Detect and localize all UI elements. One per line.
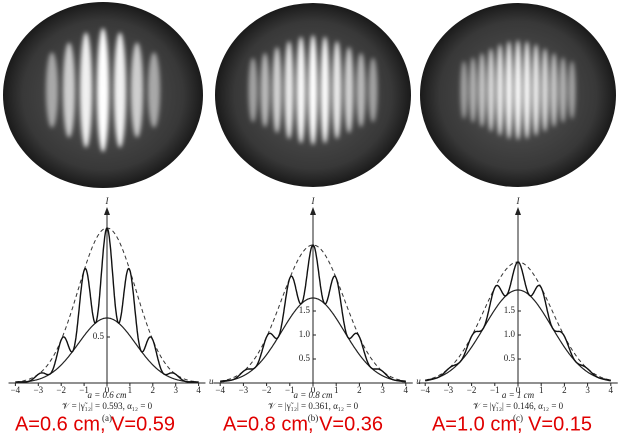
fringe — [487, 48, 495, 132]
x-tick-label: 3 — [585, 385, 590, 395]
upper-envelope — [220, 244, 406, 382]
parameter: a = 0.8 cm — [293, 390, 333, 400]
x-tick-label: −2 — [56, 385, 66, 395]
fringe — [320, 36, 330, 144]
parameter: a = 0.6 cm — [87, 390, 127, 400]
fringe — [296, 36, 306, 144]
fringe — [97, 28, 109, 152]
x-tick-label: −3 — [239, 385, 249, 395]
y-tick-label: 0.5 — [504, 353, 516, 363]
x-tick-label: 1 — [539, 385, 544, 395]
x-tick-label: −3 — [444, 385, 454, 395]
fringe — [46, 52, 58, 128]
lower-envelope — [425, 289, 611, 382]
x-tick-label: 3 — [380, 385, 385, 395]
caption: A=0.6 cm, V=0.59 — [15, 413, 175, 435]
fringe — [308, 35, 318, 145]
formula: 𝒱 = |γ̃₁₂| = 0.146, α₁₂ = 0 — [473, 401, 564, 411]
fringe — [550, 52, 558, 128]
fringe — [460, 60, 468, 120]
caption: A=0.8 cm, V=0.36 — [223, 413, 383, 435]
x-tick-label: 4 — [609, 385, 614, 395]
fringe — [368, 57, 378, 123]
x-tick-label: 0 — [311, 385, 316, 395]
fringe — [496, 44, 504, 136]
fringe — [148, 52, 160, 128]
x-tick-label: 2 — [562, 385, 567, 395]
y-tick-label: 0.5 — [299, 353, 311, 363]
fringes — [248, 35, 378, 145]
x-tick-label: −2 — [262, 385, 272, 395]
y-axis-label: I — [105, 196, 110, 206]
fringe — [284, 41, 294, 139]
fringe-curve — [15, 227, 199, 383]
fringe — [356, 52, 366, 128]
fringe — [80, 32, 92, 148]
fringe — [505, 41, 513, 139]
x-tick-label: 2 — [357, 385, 362, 395]
formula: 𝒱 = |γ̃₁₂| = 0.361, α₁₂ = 0 — [268, 401, 359, 411]
fringe — [63, 42, 75, 138]
x-tick-label: −4 — [215, 385, 225, 395]
fringe — [559, 57, 567, 123]
x-tick-label: 4 — [196, 385, 201, 395]
fringe — [114, 32, 126, 148]
fringe — [568, 60, 576, 120]
x-axis-label: u — [209, 376, 214, 386]
x-axis-label: u — [416, 376, 421, 386]
x-tick-label: −2 — [467, 385, 477, 395]
x-tick-label: 0 — [516, 385, 521, 395]
x-tick-label: −1 — [285, 385, 295, 395]
x-tick-label: 1 — [128, 385, 133, 395]
fringe — [332, 41, 342, 139]
lower-envelope — [15, 317, 199, 384]
panel-tag: (b) — [308, 413, 319, 423]
axis-arrow — [104, 207, 110, 215]
x-tick-label: 2 — [151, 385, 156, 395]
fringe — [131, 42, 143, 138]
y-axis-label: I — [516, 196, 521, 206]
panel-tag: (a) — [102, 413, 112, 423]
fringes — [46, 28, 160, 152]
fringe — [523, 41, 531, 139]
fringe — [541, 48, 549, 132]
formula: 𝒱 = |γ̃₁₂| = 0.593, α₁₂ = 0 — [62, 401, 153, 411]
fringe — [478, 52, 486, 128]
x-tick-label: 0 — [105, 385, 110, 395]
y-tick-label: 1.0 — [504, 329, 516, 339]
x-tick-label: −4 — [420, 385, 430, 395]
fringe — [469, 57, 477, 123]
lower-envelope — [220, 297, 406, 383]
fringe-curve — [220, 244, 406, 382]
y-axis-label: I — [311, 196, 316, 206]
panel-tag: (c) — [513, 413, 523, 423]
x-tick-label: −3 — [34, 385, 44, 395]
x-tick-label: 1 — [334, 385, 339, 395]
caption: A=1.0 cm, V=0.15 — [432, 413, 592, 435]
fringe — [514, 40, 522, 140]
fringe-curve — [425, 261, 611, 381]
fringe — [248, 57, 258, 123]
fringe — [272, 46, 282, 134]
x-tick-label: −4 — [11, 385, 21, 395]
x-tick-label: −1 — [490, 385, 500, 395]
y-tick-label: 1.5 — [504, 305, 516, 315]
fringe — [260, 52, 270, 128]
fringe — [344, 46, 354, 134]
fringe — [532, 44, 540, 136]
x-tick-label: 4 — [404, 385, 409, 395]
y-tick-label: 1.5 — [299, 305, 311, 315]
y-tick-label: 1.0 — [299, 329, 311, 339]
parameter: a = 1 cm — [502, 390, 535, 400]
y-tick-label: 0.5 — [93, 331, 105, 341]
axis-arrow — [515, 207, 521, 215]
x-tick-label: −1 — [79, 385, 89, 395]
fringes — [460, 40, 576, 140]
axis-arrow — [310, 207, 316, 215]
x-tick-label: 3 — [173, 385, 178, 395]
